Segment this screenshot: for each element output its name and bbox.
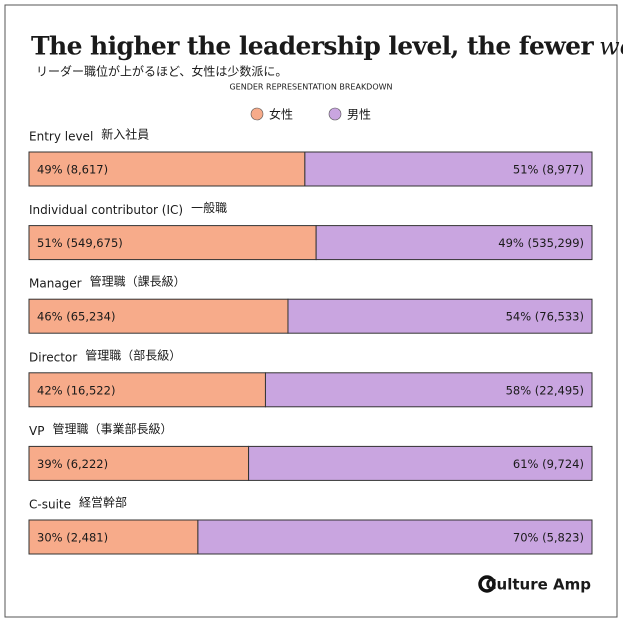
bar-segment bbox=[28, 225, 317, 261]
subtitle: リーダー職位が上がるほど、女性は少数派に。 bbox=[36, 64, 287, 79]
value-label: 39% (6,222) bbox=[37, 457, 108, 471]
bar-segment bbox=[304, 151, 593, 187]
category-label: VP bbox=[29, 424, 44, 438]
value-label: 42% (16,522) bbox=[37, 383, 115, 397]
legend-label: 男性 bbox=[347, 108, 371, 122]
value-label: 49% (535,299) bbox=[498, 236, 584, 250]
category-label-ja: 管理職（課長級） bbox=[90, 274, 186, 289]
value-label: 70% (5,823) bbox=[513, 531, 584, 545]
category-label-ja: 管理職（事業部長級） bbox=[52, 421, 172, 436]
category-label: Manager bbox=[29, 277, 82, 291]
bar-segment bbox=[28, 151, 306, 187]
legend-swatch bbox=[250, 107, 264, 121]
bar-segment bbox=[28, 298, 289, 334]
title-accent: women bbox=[599, 33, 623, 61]
bar-segment bbox=[28, 445, 250, 481]
bar-segment bbox=[315, 225, 593, 261]
category-label-ja: 経営幹部 bbox=[79, 495, 127, 510]
chart-title: The higher the leadership level, the few… bbox=[31, 32, 594, 61]
value-label: 49% (8,617) bbox=[37, 163, 108, 177]
category-label: Individual contributor (IC) bbox=[29, 203, 183, 217]
value-label: 46% (65,234) bbox=[37, 310, 115, 324]
brand-logo bbox=[478, 575, 496, 593]
category-label: Entry level bbox=[29, 130, 93, 144]
value-label: 30% (2,481) bbox=[37, 531, 108, 545]
legend-swatch bbox=[328, 107, 342, 121]
category-label-ja: 新入社員 bbox=[101, 127, 149, 142]
category-label: Director bbox=[29, 350, 77, 364]
category-label: C-suite bbox=[29, 498, 71, 512]
brand: Culture Amp bbox=[486, 576, 592, 594]
bar-segment bbox=[28, 372, 266, 408]
category-label-ja: 一般職 bbox=[191, 200, 227, 215]
bar-segment bbox=[264, 372, 593, 408]
section-label: GENDER REPRESENTATION BREAKDOWN bbox=[229, 83, 392, 92]
value-label: 51% (549,675) bbox=[37, 236, 123, 250]
value-label: 61% (9,724) bbox=[513, 457, 584, 471]
bar-segment bbox=[248, 445, 593, 481]
value-label: 58% (22,495) bbox=[506, 383, 584, 397]
bar-segment bbox=[287, 298, 593, 334]
value-label: 51% (8,977) bbox=[513, 163, 584, 177]
legend-label: 女性 bbox=[269, 107, 293, 122]
bar-segment bbox=[28, 519, 199, 555]
bar-segment bbox=[197, 519, 593, 555]
value-label: 54% (76,533) bbox=[506, 310, 584, 324]
category-label-ja: 管理職（部長級） bbox=[85, 347, 181, 362]
